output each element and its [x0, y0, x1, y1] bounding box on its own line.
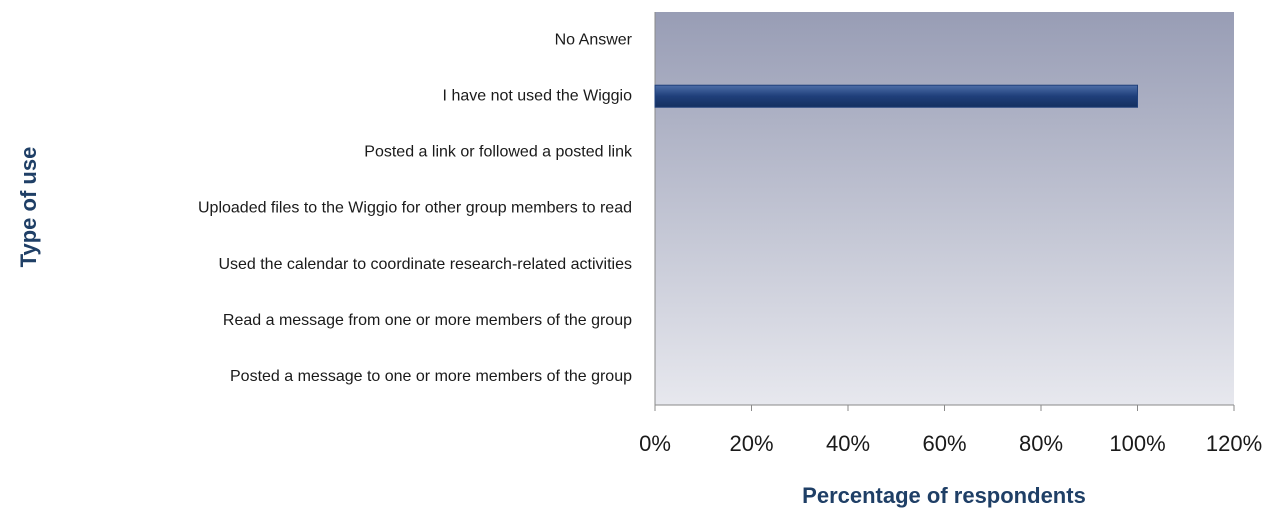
y-tick-label: Used the calendar to coordinate research…: [218, 256, 632, 273]
plot-area: [655, 12, 1234, 405]
x-tick-label: 60%: [922, 431, 966, 456]
y-tick-label: Posted a message to one or more members …: [230, 368, 632, 385]
y-tick-label: I have not used the Wiggio: [443, 87, 633, 104]
x-axis-title: Percentage of respondents: [802, 483, 1086, 508]
x-tick-label: 0%: [639, 431, 671, 456]
y-tick-label: Uploaded files to the Wiggio for other g…: [198, 200, 632, 217]
x-tick-label: 40%: [826, 431, 870, 456]
y-tick-label: No Answer: [555, 31, 633, 48]
y-axis-title: Type of use: [16, 147, 41, 268]
y-tick-label: Read a message from one or more members …: [223, 312, 632, 329]
x-tick-label: 80%: [1019, 431, 1063, 456]
y-tick-label: Posted a link or followed a posted link: [364, 144, 633, 161]
x-tick-label: 20%: [729, 431, 773, 456]
x-tick-label: 100%: [1109, 431, 1165, 456]
x-tick-label: 120%: [1206, 431, 1262, 456]
bar: [654, 84, 1138, 108]
